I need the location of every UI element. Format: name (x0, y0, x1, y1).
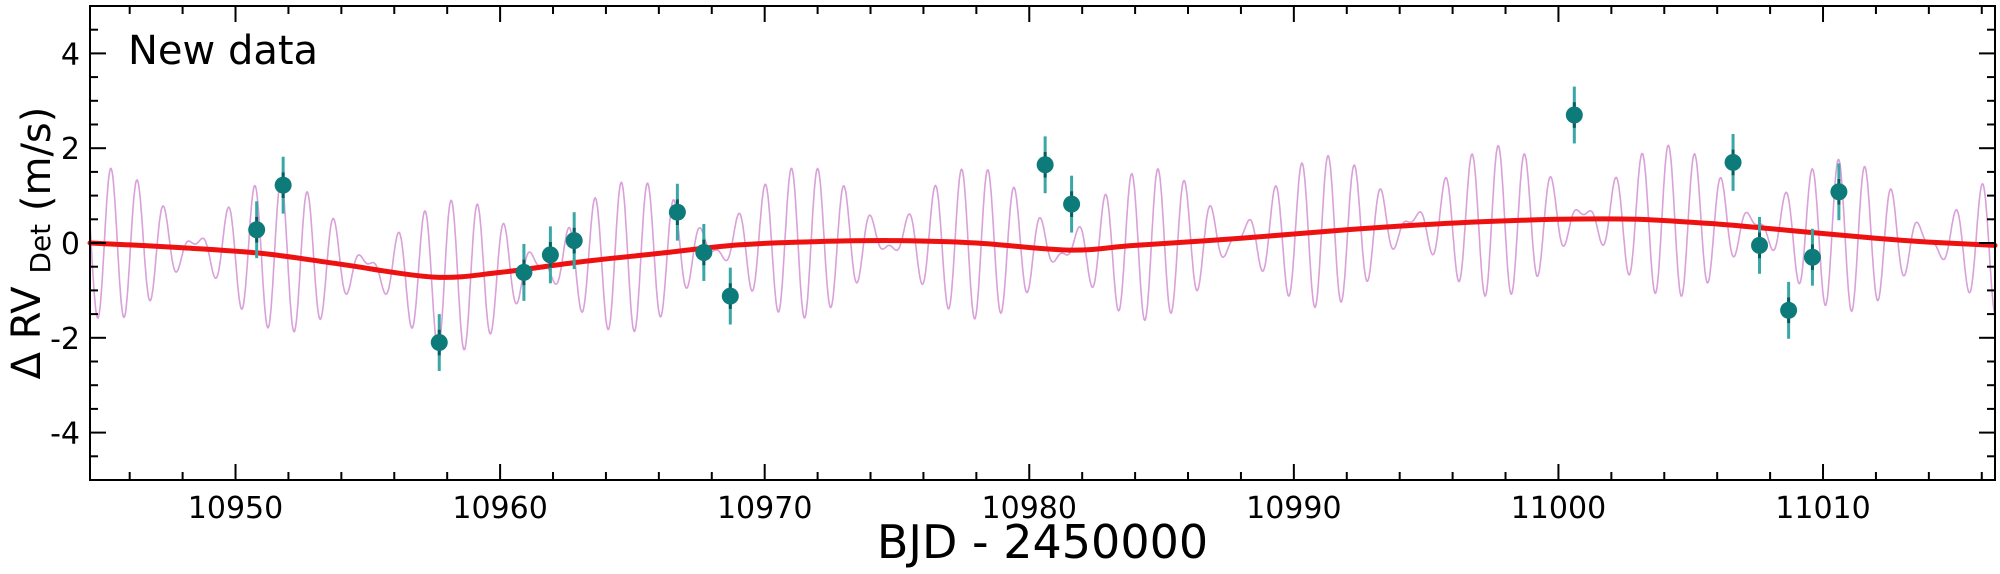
data-point-8 (721, 267, 739, 325)
data-point-5 (565, 212, 583, 270)
y-axis-title-unit: (m/s) (14, 107, 60, 212)
data-point-marker (721, 287, 739, 305)
data-point-6 (668, 183, 686, 241)
data-point-7 (695, 224, 713, 281)
smooth-model-layer (87, 216, 1998, 280)
chart-annotation: New data (128, 28, 318, 74)
data-point-marker (1803, 248, 1821, 266)
data-point-marker (1036, 156, 1054, 174)
data-point-11 (1565, 86, 1583, 144)
data-point-marker (430, 334, 448, 352)
x-tick-label: 10950 (188, 491, 283, 526)
x-tick-label: 10980 (982, 491, 1077, 526)
data-point-marker (1724, 153, 1742, 171)
data-point-4 (541, 226, 559, 284)
data-point-15 (1803, 228, 1821, 286)
data-point-10 (1063, 175, 1081, 233)
x-tick-label: 10960 (452, 491, 547, 526)
data-points-layer (248, 86, 1848, 371)
data-point-14 (1780, 281, 1798, 339)
data-point-marker (541, 246, 559, 264)
data-point-1 (274, 156, 292, 214)
tick-labels: 10950 10960 10970 10980 10990 11000 11010 -4 -2 0… (50, 37, 1871, 526)
data-point-3 (515, 243, 533, 301)
oscillating-model-line (89, 144, 1996, 351)
y-axis-title: Δ RV Det (m/s) (4, 107, 60, 380)
plot-frame (89, 5, 1996, 481)
data-point-marker (695, 243, 713, 261)
data-point-12 (1724, 133, 1742, 191)
x-tick-label: 10970 (717, 491, 812, 526)
data-point-marker (1830, 183, 1848, 201)
data-point-16 (1830, 163, 1848, 221)
y-tick-label: 4 (61, 37, 80, 72)
smooth-model-line (87, 216, 1998, 280)
data-point-marker (1565, 106, 1583, 124)
y-tick-label: -2 (50, 322, 80, 357)
axis-ticks (90, 5, 1995, 481)
x-tick-label: 10990 (1246, 491, 1341, 526)
data-point-0 (248, 201, 266, 259)
y-tick-label: 0 (61, 227, 80, 262)
data-point-marker (1751, 236, 1769, 254)
data-point-9 (1036, 136, 1054, 194)
data-point-marker (565, 232, 583, 250)
y-tick-label: -4 (50, 417, 80, 452)
data-point-2 (430, 314, 448, 371)
data-point-13 (1751, 216, 1769, 274)
y-axis-title-subscript: Det (24, 224, 57, 274)
x-axis-title: BJD - 2450000 (877, 515, 1208, 569)
oscillating-model-layer (89, 144, 1996, 351)
y-tick-label: 2 (61, 132, 80, 167)
data-point-marker (515, 263, 533, 281)
data-point-marker (274, 176, 292, 194)
data-point-marker (248, 221, 266, 239)
y-axis-title-main: Δ RV (4, 286, 50, 380)
x-tick-label: 11000 (1511, 491, 1606, 526)
data-point-marker (1063, 195, 1081, 213)
data-point-marker (1780, 301, 1798, 319)
x-tick-label: 11010 (1775, 491, 1870, 526)
data-point-marker (668, 203, 686, 221)
